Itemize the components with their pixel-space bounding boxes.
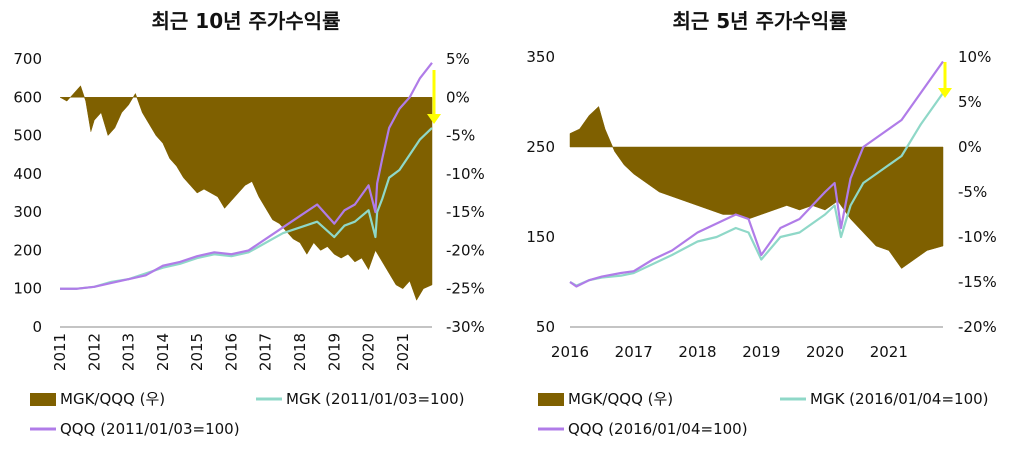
x-tick-5y: 2019 xyxy=(742,343,780,361)
x-tick-10y: 2015 xyxy=(188,333,206,371)
y-right-tick-10y: -10% xyxy=(446,165,485,183)
legend-label-5y: QQQ (2016/01/04=100) xyxy=(568,420,748,438)
y-left-tick-10y: 700 xyxy=(13,50,42,68)
y-left-tick-10y: 500 xyxy=(13,127,42,145)
x-tick-10y: 2011 xyxy=(51,333,69,371)
legend-label-5y: MGK/QQQ (우) xyxy=(568,390,673,408)
chart-10y: 최근 10년 주가수익률 0 100 200 300 400 500 600 700 5% 0% -… xyxy=(13,9,484,438)
x-tick-5y: 2016 xyxy=(551,343,589,361)
y-right-tick-5y: 5% xyxy=(958,93,982,111)
series-line-qqq-5y xyxy=(569,60,944,288)
y-left-tick-10y: 400 xyxy=(13,165,42,183)
y-left-tick-10y: 0 xyxy=(32,318,42,336)
y-right-tick-5y: -5% xyxy=(958,183,987,201)
series-area-mgk-qqq-10y xyxy=(59,85,433,301)
y-right-tick-10y: -25% xyxy=(446,280,485,298)
x-tick-10y: 2017 xyxy=(257,333,275,371)
legend-label-10y: MGK/QQQ (우) xyxy=(60,390,165,408)
x-tick-5y: 2020 xyxy=(806,343,844,361)
y-left-tick-5y: 150 xyxy=(526,228,555,246)
y-right-tick-10y: -20% xyxy=(446,241,485,259)
legend-label-5y: MGK (2016/01/04=100) xyxy=(810,390,989,408)
annotation-arrow-head-5y xyxy=(938,88,952,98)
y-left-tick-5y: 50 xyxy=(536,318,555,336)
y-left-tick-10y: 200 xyxy=(13,241,42,259)
y-right-tick-10y: -30% xyxy=(446,318,485,336)
x-tick-5y: 2021 xyxy=(870,343,908,361)
series-line-qqq-10y xyxy=(60,62,433,290)
y-right-tick-10y: -15% xyxy=(446,203,485,221)
x-tick-10y: 2019 xyxy=(325,333,343,371)
y-right-tick-10y: 5% xyxy=(446,50,470,68)
y-right-tick-5y: 0% xyxy=(958,138,982,156)
x-tick-10y: 2016 xyxy=(222,333,240,371)
x-tick-10y: 2021 xyxy=(394,333,412,371)
legend-label-10y: MGK (2011/01/03=100) xyxy=(286,390,465,408)
x-tick-10y: 2020 xyxy=(360,333,378,371)
chart-5y: 최근 5년 주가수익률 50 150 250 350 10% 5% 0% -5% -10% -15… xyxy=(526,9,996,438)
x-tick-10y: 2012 xyxy=(85,333,103,371)
x-tick-5y: 2017 xyxy=(615,343,653,361)
chart-title-10y: 최근 10년 주가수익률 xyxy=(152,9,341,33)
legend-swatch-mgk-qqq-10y xyxy=(30,393,56,406)
y-left-tick-10y: 600 xyxy=(13,88,42,106)
x-tick-10y: 2014 xyxy=(154,333,172,371)
annotation-arrow-head-10y xyxy=(427,114,441,124)
y-left-tick-5y: 250 xyxy=(526,138,555,156)
y-right-tick-10y: -5% xyxy=(446,127,475,145)
x-tick-5y: 2018 xyxy=(678,343,716,361)
x-tick-10y: 2013 xyxy=(120,333,138,371)
y-left-tick-10y: 300 xyxy=(13,203,42,221)
y-right-tick-5y: 10% xyxy=(958,48,991,66)
y-left-tick-5y: 350 xyxy=(526,48,555,66)
y-right-tick-5y: -10% xyxy=(958,228,997,246)
y-right-tick-5y: -15% xyxy=(958,273,997,291)
y-right-tick-10y: 0% xyxy=(446,88,470,106)
legend-label-10y: QQQ (2011/01/03=100) xyxy=(60,420,240,438)
chart-title-5y: 최근 5년 주가수익률 xyxy=(672,9,847,33)
series-line-mgk-5y xyxy=(569,92,944,287)
legend-swatch-mgk-qqq-5y xyxy=(538,393,564,406)
x-tick-10y: 2018 xyxy=(291,333,309,371)
y-left-tick-10y: 100 xyxy=(13,280,42,298)
y-right-tick-5y: -20% xyxy=(958,318,997,336)
